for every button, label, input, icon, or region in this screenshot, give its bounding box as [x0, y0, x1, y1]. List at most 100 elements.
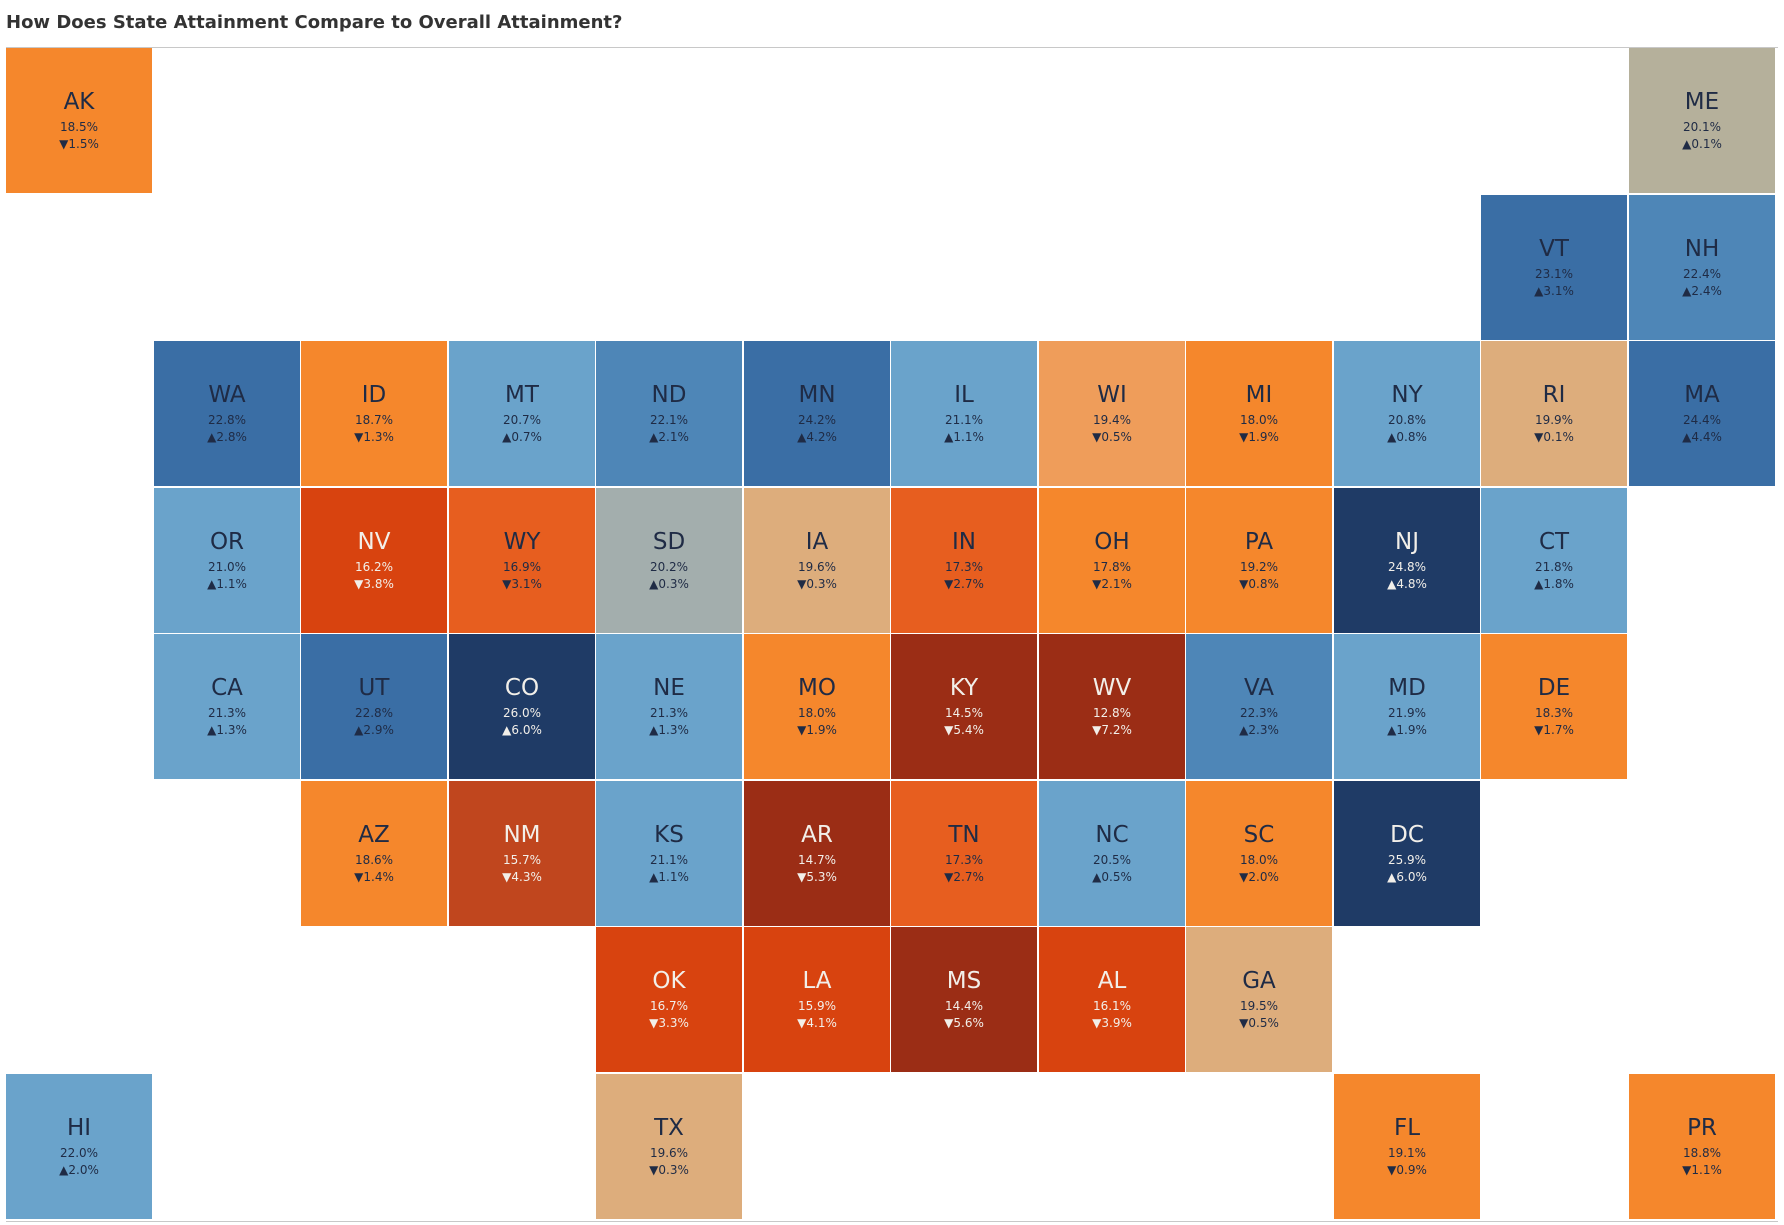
state-tile-mn[interactable]: MN 24.2% ▲4.2% [744, 341, 890, 486]
state-abbr: RI [1542, 381, 1566, 408]
state-difference-value: ▲2.9% [354, 722, 394, 737]
state-tile-mi[interactable]: MI 18.0% ▼1.9% [1186, 341, 1332, 486]
state-attainment-value: 18.0% [1239, 412, 1279, 427]
state-abbr: MA [1684, 381, 1720, 408]
state-tile-ia[interactable]: IA 19.6% ▼0.3% [744, 488, 890, 633]
state-attainment-value: 19.6% [797, 559, 837, 574]
state-tile-dc[interactable]: DC 25.9% ▲6.0% [1334, 781, 1480, 926]
state-tile-la[interactable]: LA 15.9% ▼4.1% [744, 927, 890, 1072]
state-tile-mt[interactable]: MT 20.7% ▲0.7% [449, 341, 595, 486]
state-tile-ak[interactable]: AK 18.5% ▼1.5% [6, 48, 152, 193]
state-difference-value: ▼3.3% [649, 1015, 689, 1030]
state-tile-wi[interactable]: WI 19.4% ▼0.5% [1039, 341, 1185, 486]
state-tile-de[interactable]: DE 18.3% ▼1.7% [1481, 634, 1627, 779]
state-attainment-value: 21.3% [649, 705, 689, 720]
state-abbr: MT [505, 381, 539, 408]
state-difference-value: ▲1.9% [1387, 722, 1427, 737]
state-tile-nj[interactable]: NJ 24.8% ▲4.8% [1334, 488, 1480, 633]
state-difference-value: ▼3.8% [354, 576, 394, 591]
state-tile-ny[interactable]: NY 20.8% ▲0.8% [1334, 341, 1480, 486]
state-difference-value: ▼1.7% [1534, 722, 1574, 737]
state-attainment-value: 20.8% [1387, 412, 1427, 427]
state-tile-pa[interactable]: PA 19.2% ▼0.8% [1186, 488, 1332, 633]
state-tile-fl[interactable]: FL 19.1% ▼0.9% [1334, 1074, 1480, 1219]
state-tile-ma[interactable]: MA 24.4% ▲4.4% [1629, 341, 1775, 486]
state-tile-or[interactable]: OR 21.0% ▲1.1% [154, 488, 300, 633]
state-tile-wa[interactable]: WA 22.8% ▲2.8% [154, 341, 300, 486]
state-difference-value: ▼7.2% [1092, 722, 1132, 737]
state-difference-value: ▼5.3% [797, 869, 837, 884]
state-difference-value: ▼1.5% [59, 136, 99, 151]
state-tile-vt[interactable]: VT 23.1% ▲3.1% [1481, 195, 1627, 340]
state-tile-id[interactable]: ID 18.7% ▼1.3% [301, 341, 447, 486]
state-abbr: PA [1244, 528, 1274, 555]
state-attainment-value: 24.2% [797, 412, 837, 427]
state-attainment-value: 23.1% [1534, 266, 1574, 281]
state-tile-nc[interactable]: NC 20.5% ▲0.5% [1039, 781, 1185, 926]
state-tile-ks[interactable]: KS 21.1% ▲1.1% [596, 781, 742, 926]
state-abbr: MS [946, 967, 982, 994]
state-tile-ok[interactable]: OK 16.7% ▼3.3% [596, 927, 742, 1072]
state-abbr: ID [361, 381, 387, 408]
state-abbr: KS [654, 821, 684, 848]
state-tile-sd[interactable]: SD 20.2% ▲0.3% [596, 488, 742, 633]
state-attainment-value: 22.0% [59, 1145, 99, 1160]
state-tile-oh[interactable]: OH 17.8% ▼2.1% [1039, 488, 1185, 633]
state-difference-value: ▼1.1% [1682, 1162, 1722, 1177]
state-tile-ar[interactable]: AR 14.7% ▼5.3% [744, 781, 890, 926]
state-abbr: HI [66, 1114, 92, 1141]
state-tile-wv[interactable]: WV 12.8% ▼7.2% [1039, 634, 1185, 779]
state-tile-in[interactable]: IN 17.3% ▼2.7% [891, 488, 1037, 633]
state-abbr: DC [1390, 821, 1424, 848]
state-tile-az[interactable]: AZ 18.6% ▼1.4% [301, 781, 447, 926]
state-abbr: AR [801, 821, 833, 848]
state-attainment-value: 19.2% [1239, 559, 1279, 574]
state-tile-nm[interactable]: NM 15.7% ▼4.3% [449, 781, 595, 926]
state-tile-tn[interactable]: TN 17.3% ▼2.7% [891, 781, 1037, 926]
state-difference-value: ▼0.9% [1387, 1162, 1427, 1177]
state-attainment-value: 16.2% [354, 559, 394, 574]
state-tile-md[interactable]: MD 21.9% ▲1.9% [1334, 634, 1480, 779]
state-tile-wy[interactable]: WY 16.9% ▼3.1% [449, 488, 595, 633]
state-attainment-value: 20.7% [502, 412, 542, 427]
state-attainment-value: 16.9% [502, 559, 542, 574]
state-attainment-value: 22.1% [649, 412, 689, 427]
state-attainment-value: 14.7% [797, 852, 837, 867]
state-difference-value: ▲1.1% [944, 429, 984, 444]
state-difference-value: ▲1.8% [1534, 576, 1574, 591]
state-tile-mo[interactable]: MO 18.0% ▼1.9% [744, 634, 890, 779]
state-tile-nd[interactable]: ND 22.1% ▲2.1% [596, 341, 742, 486]
state-attainment-value: 24.4% [1682, 412, 1722, 427]
state-tile-sc[interactable]: SC 18.0% ▼2.0% [1186, 781, 1332, 926]
state-difference-value: ▼5.6% [944, 1015, 984, 1030]
state-tile-me[interactable]: ME 20.1% ▲0.1% [1629, 48, 1775, 193]
state-difference-value: ▲2.8% [207, 429, 247, 444]
state-tile-hi[interactable]: HI 22.0% ▲2.0% [6, 1074, 152, 1219]
state-abbr: IN [952, 528, 976, 555]
state-tile-ga[interactable]: GA 19.5% ▼0.5% [1186, 927, 1332, 1072]
state-attainment-value: 19.4% [1092, 412, 1132, 427]
state-tile-va[interactable]: VA 22.3% ▲2.3% [1186, 634, 1332, 779]
state-tile-ri[interactable]: RI 19.9% ▼0.1% [1481, 341, 1627, 486]
state-attainment-value: 22.3% [1239, 705, 1279, 720]
state-tile-ky[interactable]: KY 14.5% ▼5.4% [891, 634, 1037, 779]
state-tile-ne[interactable]: NE 21.3% ▲1.3% [596, 634, 742, 779]
state-abbr: FL [1393, 1114, 1421, 1141]
state-difference-value: ▲4.4% [1682, 429, 1722, 444]
state-abbr: CA [211, 674, 243, 701]
state-tile-tx[interactable]: TX 19.6% ▼0.3% [596, 1074, 742, 1219]
state-tile-nv[interactable]: NV 16.2% ▼3.8% [301, 488, 447, 633]
state-tile-al[interactable]: AL 16.1% ▼3.9% [1039, 927, 1185, 1072]
state-tile-ca[interactable]: CA 21.3% ▲1.3% [154, 634, 300, 779]
state-tile-pr[interactable]: PR 18.8% ▼1.1% [1629, 1074, 1775, 1219]
state-abbr: OR [209, 528, 245, 555]
state-tile-ut[interactable]: UT 22.8% ▲2.9% [301, 634, 447, 779]
state-abbr: ME [1684, 88, 1720, 115]
state-tile-ms[interactable]: MS 14.4% ▼5.6% [891, 927, 1037, 1072]
state-tile-ct[interactable]: CT 21.8% ▲1.8% [1481, 488, 1627, 633]
state-difference-value: ▼0.3% [649, 1162, 689, 1177]
state-tile-il[interactable]: IL 21.1% ▲1.1% [891, 341, 1037, 486]
state-tile-nh[interactable]: NH 22.4% ▲2.4% [1629, 195, 1775, 340]
state-abbr: WV [1092, 674, 1132, 701]
state-tile-co[interactable]: CO 26.0% ▲6.0% [449, 634, 595, 779]
